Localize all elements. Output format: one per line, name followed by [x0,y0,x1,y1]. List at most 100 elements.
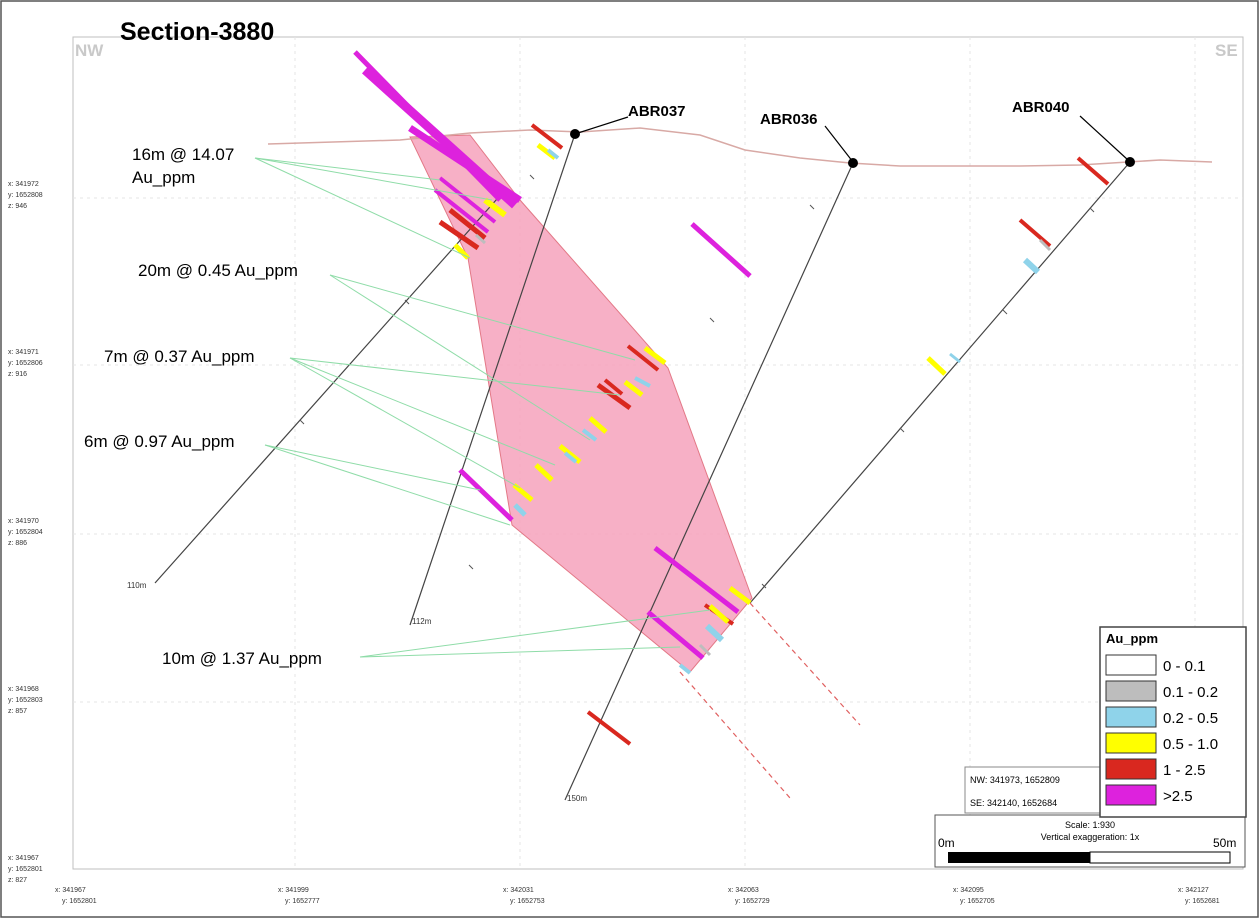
bottom-axis-x: x: 342031 [503,887,534,894]
assay-bar [926,356,947,376]
assay-bar [603,378,624,396]
depth-tick [468,564,474,570]
assay-bar [563,451,578,464]
assay-bar [728,586,752,605]
scale-end-label: 50m [1213,836,1236,850]
scale-bar-black [948,852,1090,863]
drillhole-trace-abr036 [564,162,854,801]
drillhole-traces [154,133,1131,801]
scale-start-label: 0m [938,836,955,850]
left-axis-x: x: 341972 [8,181,39,188]
assay-bar [678,663,692,675]
legend-label: 0.1 - 0.2 [1163,684,1218,701]
connector-line [329,274,591,441]
left-axis: x: 341972 y: 1652808 z: 946 x: 341971 y:… [8,181,43,884]
assay-bar [1076,156,1110,186]
bottom-axis-y: y: 1652729 [735,898,770,905]
assay-bar [534,463,554,482]
planned-extension-line [749,602,861,726]
assay-bar [1018,218,1052,248]
scale-box: Scale: 1:930 Vertical exaggeration: 1x 0… [934,814,1246,868]
left-axis-z: z: 946 [8,203,27,210]
assay-bar [483,197,507,218]
bottom-axis-x: x: 341967 [55,887,86,894]
legend-title: Au_ppm [1106,631,1158,646]
assay-bar [433,188,490,234]
plot-frame [72,36,1244,870]
compass-se: SE [1215,41,1238,60]
assay-bar [458,468,514,522]
leader-abr040 [1079,115,1129,161]
depth-tick [529,174,535,180]
scale-exaggeration: Vertical exaggeration: 1x [1041,832,1140,842]
compass-nw: NW [75,41,104,60]
assay-bar [586,710,632,746]
left-axis-y: y: 1652808 [8,192,43,199]
depth-label-abr036-end: 150m [567,794,587,803]
connector-line [289,357,556,466]
connector-line [264,444,511,526]
drillhole-trace-abr037 [409,133,576,626]
left-axis-y: y: 1652804 [8,529,43,536]
legend-label: 0.5 - 1.0 [1163,736,1218,753]
assay-bar [530,123,564,150]
bottom-axis-y: y: 1652705 [960,898,995,905]
assay-bar [513,503,527,517]
collar-abr037 [570,129,580,139]
leader-abr036 [824,125,854,163]
bottom-axis: x: 341967 y: 1652801 x: 341999 y: 165277… [55,887,1220,905]
assay-bar [626,344,660,372]
connector-line [254,157,471,259]
left-axis-z: z: 886 [8,540,27,547]
assay-bar [634,376,651,388]
depth-label-110m: 110m [127,581,147,590]
bottom-axis-y: y: 1652777 [285,898,320,905]
assay-bars [353,50,1110,746]
bottom-axis-y: y: 1652801 [62,898,97,905]
depth-tick [709,317,715,323]
left-axis-z: z: 857 [8,708,27,715]
left-axis-z: z: 916 [8,371,27,378]
intercept-connectors [254,157,711,658]
connector-line [329,274,636,361]
leader-abr037 [577,116,629,134]
left-axis-y: y: 1652806 [8,360,43,367]
bottom-axis-x: x: 342063 [728,887,759,894]
left-axis-y: y: 1652801 [8,866,43,873]
section-end-se: SE: 342140, 1652684 [970,798,1057,808]
assay-bar [653,546,740,614]
scale-text: Scale: 1:930 [1065,820,1115,830]
connector-line [359,609,711,658]
legend: Au_ppm 0 - 0.1 0.1 - 0.2 0.2 - 0.5 0.5 - 1.… [1099,626,1247,818]
legend-swatch [1105,680,1157,702]
drillhole-trace-abr040 [749,161,1131,604]
assay-bar [704,623,725,643]
left-axis-y: y: 1652803 [8,697,43,704]
depth-tick [809,204,815,210]
depth-tick [899,427,905,433]
assay-bar [949,352,961,364]
bottom-axis-x: x: 341999 [278,887,309,894]
left-axis-x: x: 341968 [8,686,39,693]
depth-tick [299,419,305,425]
left-axis-z: z: 827 [8,877,27,884]
topography-line [267,127,1213,167]
connector-line [254,157,493,201]
intercept-label-2: 20m @ 0.45 Au_ppm [138,261,298,280]
page-title: Section-3880 [120,18,274,46]
section-ends-frame [964,766,1101,814]
hole-label-abr036: ABR036 [760,111,818,128]
hole-label-abr037: ABR037 [628,103,686,120]
assay-bar [588,416,608,434]
left-axis-x: x: 341971 [8,349,39,356]
left-axis-x: x: 341970 [8,518,39,525]
assay-bar [581,428,598,442]
assay-bar [438,219,480,251]
assay-bar [623,380,644,397]
assay-bar [596,382,632,411]
legend-label: >2.5 [1163,788,1193,805]
left-axis-x: x: 341967 [8,855,39,862]
assay-bar [558,444,582,464]
assay-bar [475,233,486,245]
